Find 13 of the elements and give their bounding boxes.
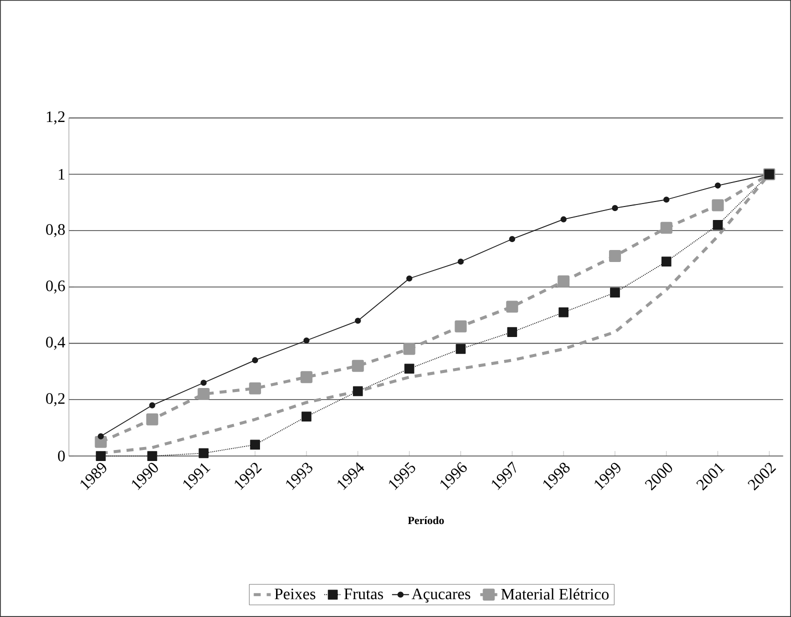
y-tick-label: 0,8 <box>46 224 65 238</box>
y-tick-label: 0,6 <box>46 280 65 294</box>
x-tick-label: 1991 <box>183 463 210 490</box>
y-tick-label: 1,2 <box>46 111 65 124</box>
legend-label: Açucares <box>412 588 470 603</box>
y-tick-label: 1 <box>58 169 64 180</box>
y-tick-label: 0,2 <box>46 393 65 406</box>
y-tick-label: 0,4 <box>46 336 66 350</box>
legend-label: Peixes <box>274 588 316 600</box>
legend-label: Frutas <box>344 588 384 600</box>
y-tick-label: 0 <box>58 450 65 462</box>
legend-label: Material Elétrico <box>501 588 609 600</box>
x-axis-title: Período <box>408 516 444 524</box>
